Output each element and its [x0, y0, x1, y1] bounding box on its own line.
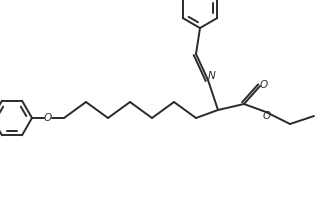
Text: O: O: [260, 80, 268, 90]
Text: O: O: [44, 113, 52, 123]
Text: N: N: [208, 71, 216, 81]
Text: O: O: [263, 111, 271, 121]
